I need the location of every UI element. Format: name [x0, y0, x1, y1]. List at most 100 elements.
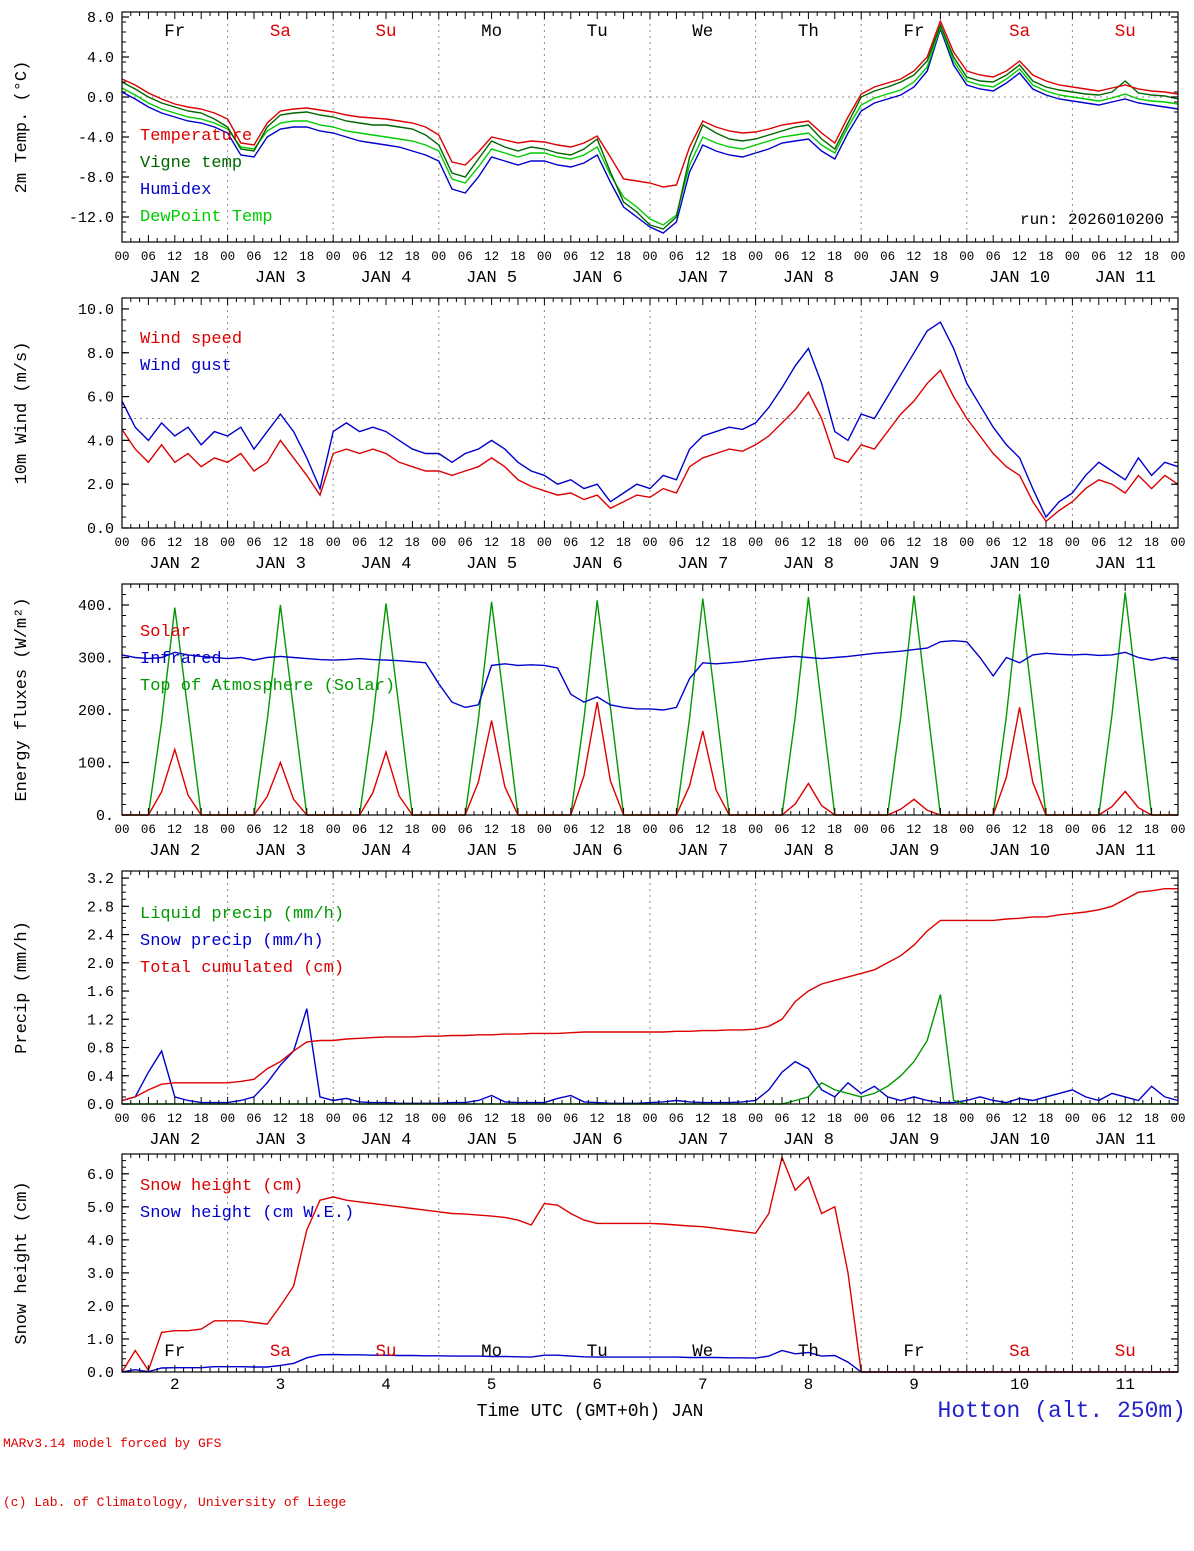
- month-label: JAN 2: [149, 1131, 200, 1146]
- month-label: JAN 6: [572, 1131, 623, 1146]
- x-tick-label: 18: [194, 536, 209, 550]
- y-tick-label: 100.: [78, 756, 114, 773]
- x-tick-label: 18: [405, 1112, 420, 1126]
- x-tick-label: 18: [405, 536, 420, 550]
- y-tick-label: 2.0: [87, 956, 114, 973]
- panel-energy-fluxes: 0. 100. 200. 300. 400. 00 06 12 18 00 06 12 18 00 06 12…: [13, 583, 1186, 857]
- x-tick-label: 06: [141, 536, 156, 550]
- x-tick-label: 18: [1038, 250, 1053, 264]
- x-tick-label: 06: [1091, 823, 1106, 837]
- footer: MARv3.14 model forced by GFS (c) Lab. of…: [0, 1392, 1194, 1510]
- x-tick-label: 18: [194, 250, 209, 264]
- x-tick-label: 18: [510, 823, 525, 837]
- x-tick-label: 12: [273, 250, 288, 264]
- y-tick-label: 8.0: [87, 10, 114, 27]
- day-number: 3: [276, 1376, 286, 1392]
- y-tick-label: 8.0: [87, 346, 114, 363]
- x-tick-label: 00: [959, 823, 974, 837]
- x-tick-label: 18: [616, 250, 631, 264]
- top-of-atmosphere-solar-legend: Top of Atmosphere (Solar): [140, 677, 395, 696]
- panel-snow-height: 0.0 1.0 2.0 3.0 4.0 5.0 6.0 2 3 4 5 6 7 8 9 10 11 Fr Sa Su M…: [13, 1153, 1179, 1392]
- y-tick-label: 1.0: [87, 1332, 114, 1349]
- wind-speed-legend: Wind speed: [140, 330, 242, 349]
- month-label: JAN 4: [360, 269, 411, 285]
- solar-legend: Solar: [140, 623, 191, 642]
- x-tick-label: 00: [854, 823, 869, 837]
- month-label: JAN 3: [255, 1131, 306, 1146]
- x-tick-label: 12: [378, 823, 393, 837]
- day-name: Sa: [270, 1342, 291, 1362]
- y-tick-label: 1.6: [87, 984, 114, 1001]
- x-tick-label: 00: [959, 1112, 974, 1126]
- x-tick-label: 18: [933, 536, 948, 550]
- x-axis-title: Time UTC (GMT+0h) JAN: [476, 1402, 704, 1422]
- x-tick-label: 06: [986, 1112, 1001, 1126]
- day-name: Fr: [903, 22, 924, 42]
- x-tick-label: 06: [246, 536, 261, 550]
- run-label: run: 2026010200: [1020, 211, 1164, 229]
- x-tick-label: 06: [1091, 1112, 1106, 1126]
- day-name: Mo: [481, 22, 502, 42]
- day-name: Fr: [903, 1342, 924, 1362]
- x-tick-label: 00: [748, 250, 763, 264]
- x-tick-label: 06: [141, 823, 156, 837]
- x-tick-label: 00: [220, 1112, 235, 1126]
- x-tick-label: 06: [141, 1112, 156, 1126]
- x-tick-label: 00: [114, 823, 129, 837]
- x-tick-label: 00: [537, 823, 552, 837]
- x-tick-label: 12: [590, 1112, 605, 1126]
- month-label: JAN 3: [255, 269, 306, 285]
- x-tick-label: 00: [537, 1112, 552, 1126]
- x-tick-label: 18: [194, 1112, 209, 1126]
- day-number: 7: [698, 1376, 708, 1392]
- top-of-atmosphere-solar-series: [122, 592, 1178, 816]
- x-tick-label: 12: [378, 250, 393, 264]
- y-tick-label: 3.0: [87, 1266, 114, 1283]
- model-credit: MARv3.14 model forced by GFS (c) Lab. of…: [3, 1395, 346, 1551]
- snow-height-cm-legend: Snow height (cm): [140, 1177, 303, 1196]
- day-number: 2: [170, 1376, 180, 1392]
- month-label: JAN 2: [149, 269, 200, 285]
- x-tick-label: 12: [1118, 536, 1133, 550]
- x-tick-label: 12: [906, 823, 921, 837]
- month-label: JAN 11: [1095, 842, 1156, 857]
- x-tick-label: 00: [431, 823, 446, 837]
- x-tick-label: 06: [986, 536, 1001, 550]
- x-tick-label: 00: [326, 536, 341, 550]
- x-tick-label: 12: [695, 1112, 710, 1126]
- x-tick-label: 12: [906, 250, 921, 264]
- x-tick-label: 12: [695, 823, 710, 837]
- day-name: Sa: [1009, 1342, 1030, 1362]
- month-label: JAN 9: [888, 269, 939, 285]
- x-tick-label: 18: [299, 823, 314, 837]
- x-tick-label: 06: [352, 823, 367, 837]
- x-tick-label: 12: [801, 1112, 816, 1126]
- x-tick-label: 12: [801, 823, 816, 837]
- day-name: Fr: [164, 1342, 185, 1362]
- x-tick-label: 00: [220, 536, 235, 550]
- x-tick-label: 12: [1012, 823, 1027, 837]
- x-tick-label: 00: [748, 536, 763, 550]
- x-tick-label: 00: [326, 250, 341, 264]
- x-tick-label: 18: [722, 250, 737, 264]
- meteogram-page: 8.0 4.0 0.0 -4.0 -8.0 -12.0 00 06 12 18 00 06 12 18 00…: [0, 10, 1194, 1510]
- y-tick-label: 3.2: [87, 871, 114, 888]
- y-tick-label: 10.0: [78, 302, 114, 319]
- day-name: Su: [1115, 1342, 1136, 1362]
- month-label: JAN 2: [149, 555, 200, 570]
- x-tick-label: 00: [854, 536, 869, 550]
- x-tick-label: 06: [246, 823, 261, 837]
- day-number: 10: [1010, 1376, 1029, 1392]
- infrared-legend: Infrared: [140, 650, 222, 669]
- y-tick-label: 5.0: [87, 1200, 114, 1217]
- y-tick-label: 2.0: [87, 477, 114, 494]
- x-tick-label: 06: [246, 1112, 261, 1126]
- x-tick-label: 18: [299, 250, 314, 264]
- day-name: Mo: [481, 1342, 502, 1362]
- x-tick-label: 00: [748, 823, 763, 837]
- day-name: Su: [375, 1342, 396, 1362]
- month-label: JAN 4: [360, 842, 411, 857]
- month-label: JAN 6: [572, 555, 623, 570]
- x-tick-label: 18: [194, 823, 209, 837]
- y-tick-label: 4.0: [87, 433, 114, 450]
